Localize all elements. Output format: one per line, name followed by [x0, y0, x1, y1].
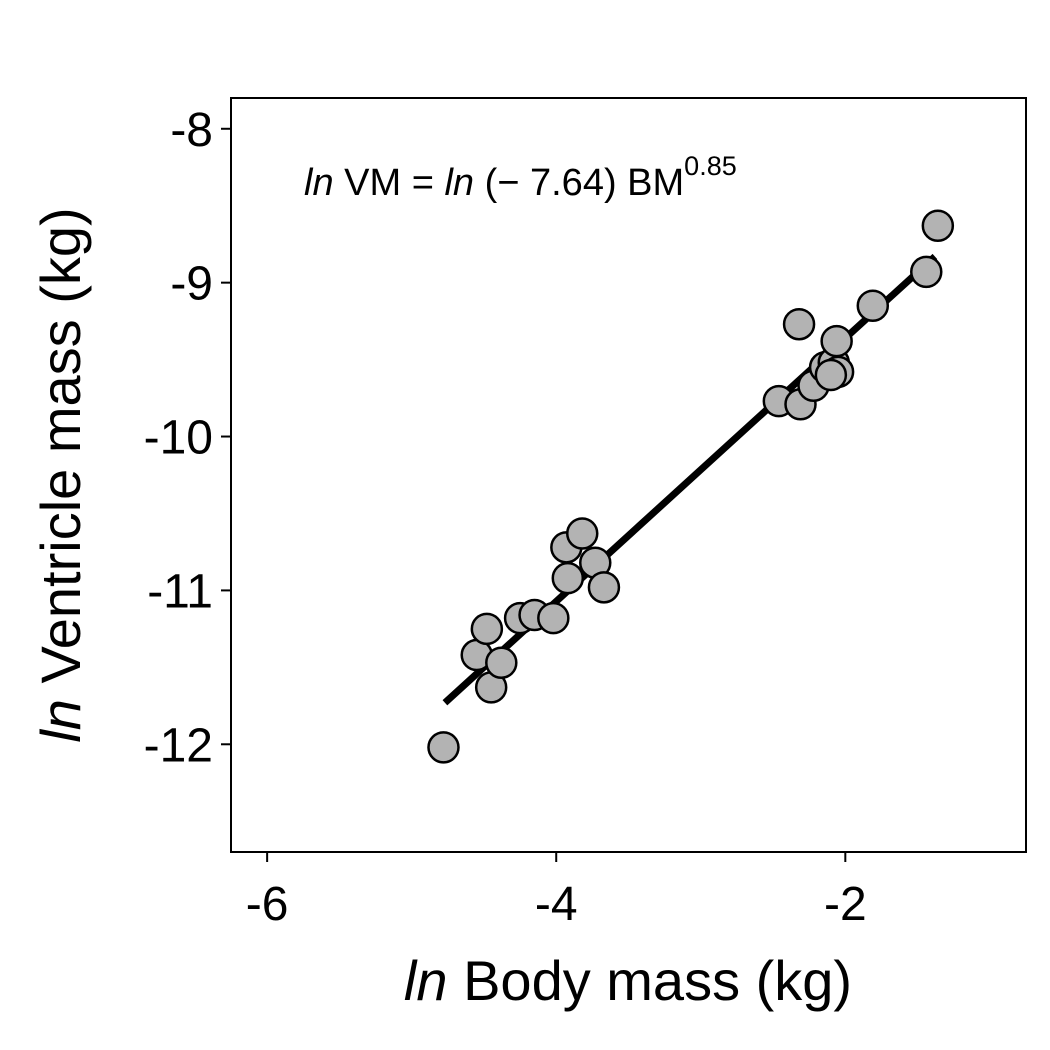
x-axis: -6 -4 -2	[246, 852, 867, 931]
y-axis-title-ln: ln	[29, 699, 92, 743]
y-tick-label: -12	[144, 719, 213, 772]
data-point	[814, 358, 848, 392]
equation-part-1: VM =	[334, 162, 445, 204]
y-axis-title-text: Ventricle mass (kg)	[29, 207, 92, 699]
x-axis-title: ln Body mass (kg)	[404, 949, 852, 1012]
equation-part-2: (− 7.64) BM	[474, 162, 684, 204]
x-axis-title-ln: ln	[404, 949, 448, 1012]
equation-annotation: ln VM = ln (− 7.64) BM0.85	[304, 151, 737, 204]
data-point	[856, 289, 890, 322]
equation-ln-2: ln	[444, 162, 474, 204]
y-axis-title: ln Ventricle mass (kg)	[29, 207, 92, 742]
data-point	[565, 517, 599, 550]
y-axis: -8 -9 -10 -11 -12	[144, 104, 231, 772]
x-tick-label: -6	[246, 878, 289, 931]
data-point	[921, 209, 955, 242]
x-tick-label: -4	[535, 878, 578, 931]
data-point	[537, 601, 570, 635]
data-point	[587, 571, 621, 604]
data-point	[485, 646, 518, 679]
data-point	[782, 307, 816, 341]
y-tick-label: -9	[170, 258, 213, 311]
x-axis-title-text: Body mass (kg)	[448, 949, 853, 1012]
data-point	[470, 612, 504, 646]
data-point	[551, 561, 585, 595]
regression-line	[442, 253, 938, 706]
x-tick-label: -2	[824, 878, 867, 931]
data-point	[820, 324, 853, 358]
equation-ln-1: ln	[304, 162, 334, 204]
equation-exponent: 0.85	[684, 151, 737, 181]
data-point	[427, 731, 460, 764]
data-points	[427, 209, 955, 764]
data-point	[910, 255, 943, 289]
y-tick-label: -11	[147, 565, 213, 618]
y-tick-label: -8	[170, 104, 213, 157]
plot-panel	[230, 97, 1027, 853]
y-tick-label: -10	[144, 412, 213, 465]
